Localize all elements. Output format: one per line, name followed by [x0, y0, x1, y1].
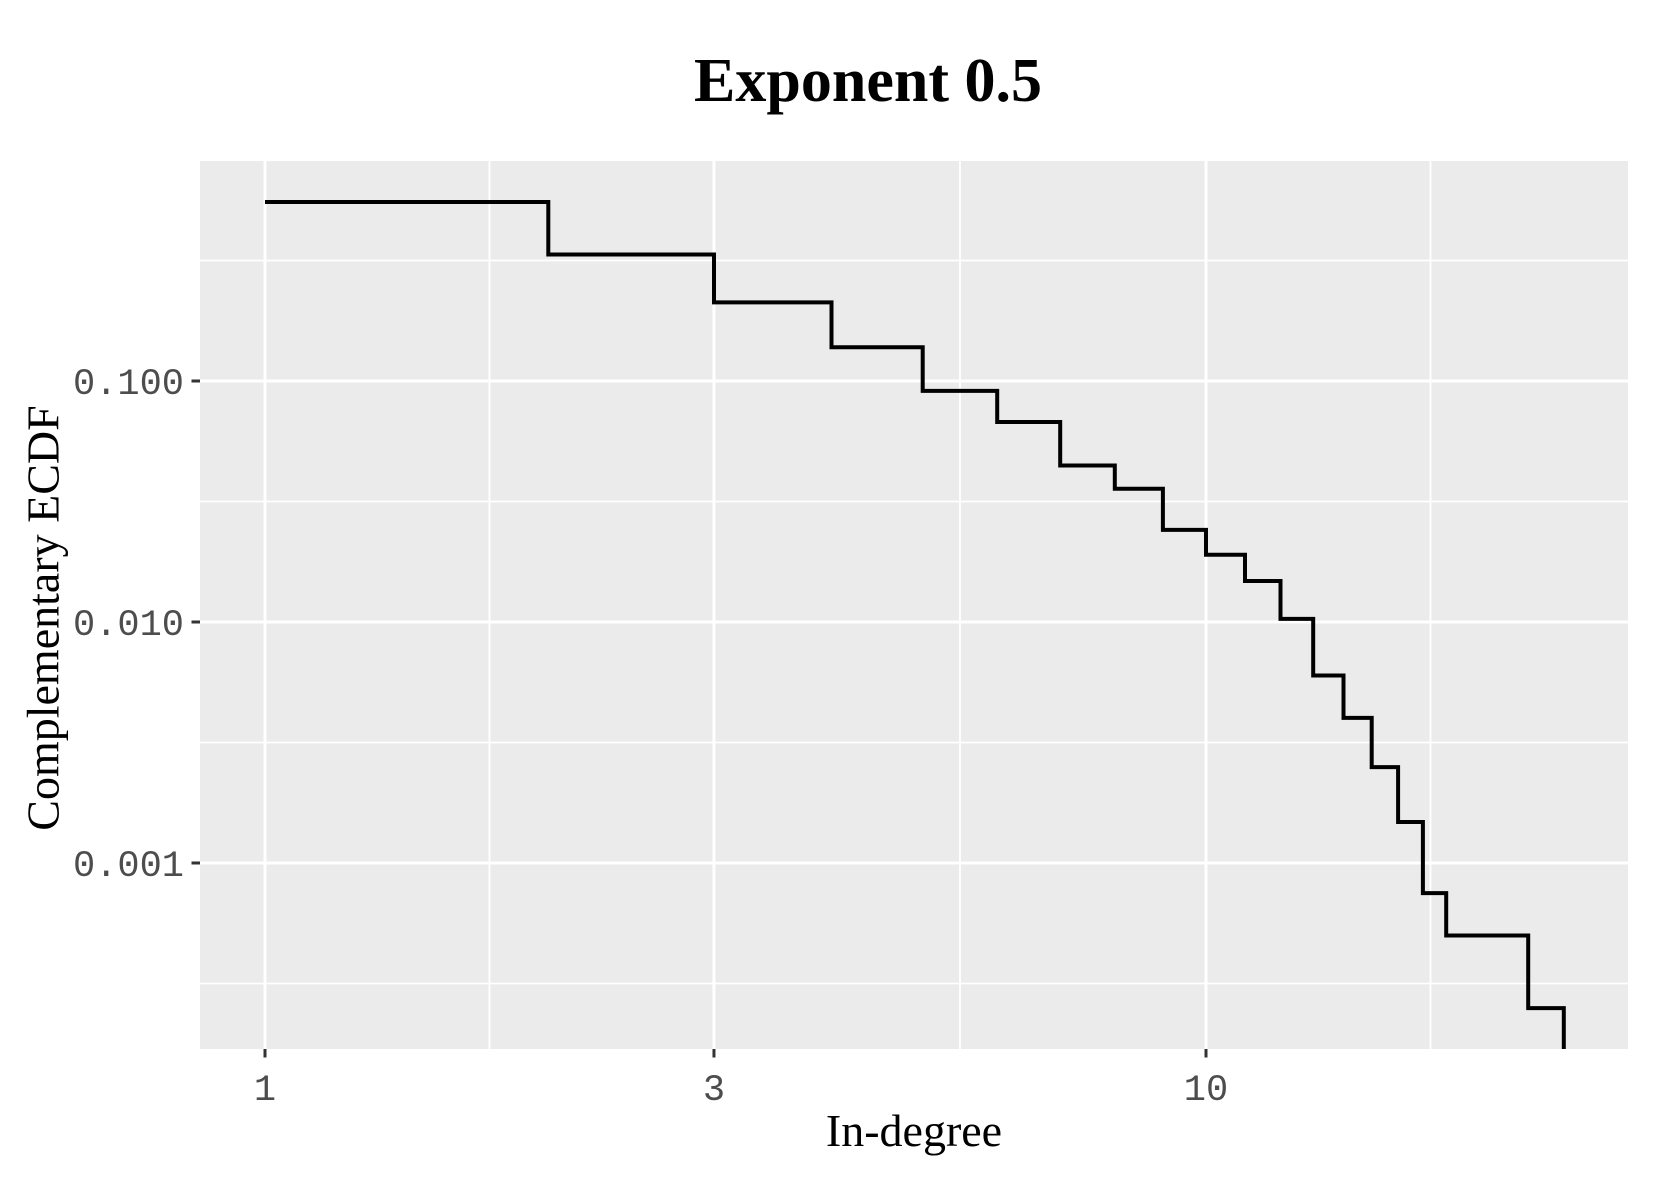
axis-ticks [191, 379, 1208, 1058]
y-tick-label: 0.001 [73, 846, 184, 888]
x-tick-label: 10 [1184, 1070, 1228, 1112]
grid-minor [200, 161, 1628, 1049]
ccdf-step-curve [265, 200, 1566, 1049]
grid-major [200, 161, 1628, 1049]
y-tick-labels: 0.100 0.010 0.001 [73, 364, 184, 888]
y-tick-label: 0.010 [73, 605, 184, 647]
x-tick-label: 1 [254, 1070, 276, 1112]
y-tick-label: 0.100 [73, 364, 184, 406]
x-tick-labels: 1 3 10 [254, 1070, 1228, 1112]
x-tick-label: 3 [703, 1070, 725, 1112]
x-axis-title: In-degree [825, 1105, 1003, 1156]
plot-title: Exponent 0.5 [694, 47, 1042, 115]
y-axis-title: Complementary ECDF [17, 405, 69, 831]
plot-panel [200, 161, 1628, 1049]
